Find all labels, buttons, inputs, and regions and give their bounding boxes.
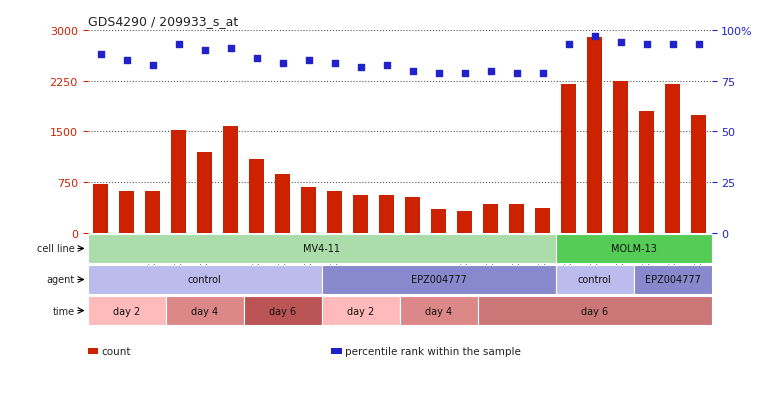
Text: EPZ004777: EPZ004777 [411, 275, 466, 285]
Point [250, 56, 263, 63]
Text: MOLM-13: MOLM-13 [610, 244, 657, 254]
Text: day 6: day 6 [269, 306, 296, 316]
Point [355, 64, 367, 71]
Point [94, 52, 107, 59]
Text: MV4-11: MV4-11 [303, 244, 340, 254]
Text: day 4: day 4 [191, 306, 218, 316]
Bar [353, 196, 368, 233]
Bar [322, 265, 556, 295]
Text: day 4: day 4 [425, 306, 452, 316]
Bar [665, 85, 680, 233]
Point [329, 60, 341, 66]
Bar [379, 196, 394, 233]
Point [224, 46, 237, 52]
Text: percentile rank within the sample: percentile rank within the sample [345, 346, 521, 356]
Bar [88, 234, 556, 264]
Bar [478, 296, 712, 326]
Text: GDS4290 / 209933_s_at: GDS4290 / 209933_s_at [88, 15, 237, 28]
Bar [88, 265, 322, 295]
Point [588, 34, 600, 40]
Bar [301, 188, 317, 233]
Bar [88, 296, 166, 326]
Point [432, 70, 444, 77]
Point [406, 68, 419, 75]
Bar [405, 197, 420, 233]
Point [641, 42, 653, 48]
Bar [249, 159, 264, 233]
Text: count: count [101, 346, 131, 356]
Bar [556, 234, 712, 264]
Bar [431, 210, 447, 233]
Bar [326, 192, 342, 233]
Bar [145, 192, 161, 233]
Text: day 2: day 2 [347, 306, 374, 316]
Point [199, 48, 211, 55]
Bar [482, 204, 498, 233]
Bar [400, 296, 478, 326]
Point [667, 42, 679, 48]
Bar [556, 265, 634, 295]
Bar [691, 115, 706, 233]
Bar [509, 204, 524, 233]
Point [562, 42, 575, 48]
Bar [244, 296, 322, 326]
Point [511, 70, 523, 77]
Bar [196, 152, 212, 233]
Bar [166, 296, 244, 326]
Text: time: time [53, 306, 75, 316]
Point [537, 70, 549, 77]
Point [173, 42, 185, 48]
Point [380, 62, 393, 69]
Bar [457, 212, 473, 233]
Text: day 6: day 6 [581, 306, 608, 316]
Bar [223, 127, 238, 233]
Bar [322, 296, 400, 326]
Text: control: control [578, 275, 611, 285]
Text: agent: agent [46, 275, 75, 285]
Text: EPZ004777: EPZ004777 [645, 275, 700, 285]
Text: control: control [188, 275, 221, 285]
Point [485, 68, 497, 75]
Bar [561, 85, 576, 233]
Bar [633, 265, 712, 295]
Text: day 2: day 2 [113, 306, 140, 316]
Bar [587, 38, 603, 233]
Bar [170, 131, 186, 233]
Point [146, 62, 158, 69]
Bar [275, 175, 291, 233]
Point [276, 60, 288, 66]
Point [693, 42, 705, 48]
Bar [638, 112, 654, 233]
Bar [119, 192, 135, 233]
Point [120, 58, 132, 64]
Bar [535, 209, 550, 233]
Bar [93, 184, 108, 233]
Point [458, 70, 470, 77]
Bar [613, 81, 629, 233]
Point [302, 58, 314, 64]
Point [614, 40, 626, 46]
Text: cell line: cell line [37, 244, 75, 254]
